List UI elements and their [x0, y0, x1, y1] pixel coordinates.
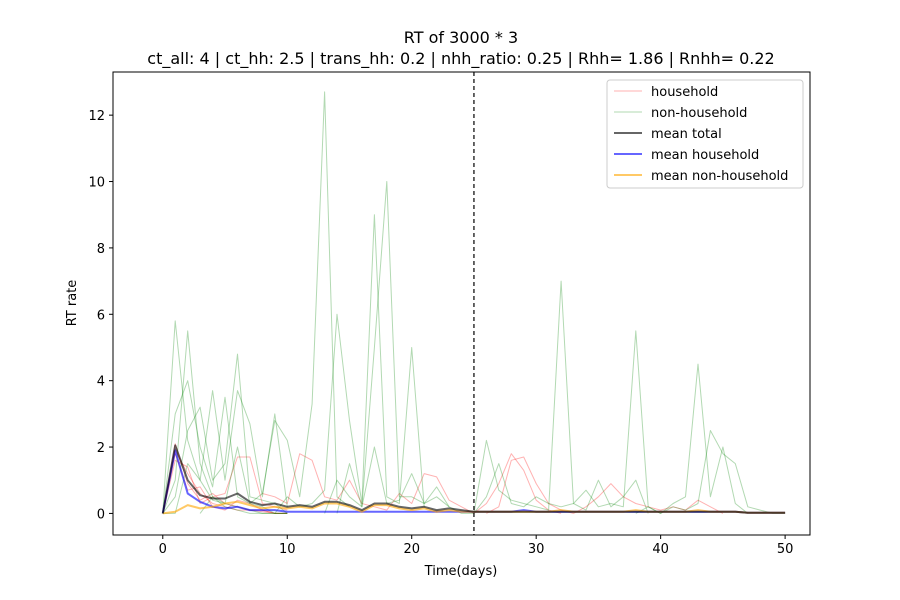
- non-household-series-line: [635, 363, 749, 514]
- non-household-series-line: [162, 353, 288, 514]
- x-tick-label: 40: [652, 542, 669, 557]
- x-tick-label: 20: [403, 542, 420, 557]
- non-household-series-line: [660, 430, 786, 514]
- legend: household non-household mean total mean hou…: [606, 79, 804, 189]
- x-tick-label: 10: [279, 542, 296, 557]
- x-tick-label: 30: [528, 542, 545, 557]
- non-household-series-line: [324, 181, 450, 514]
- plot-area: [161, 72, 786, 535]
- legend-label: non-household: [651, 106, 747, 121]
- non-household-series-line: [461, 280, 661, 514]
- household-series-line: [473, 453, 562, 514]
- legend-label: mean total: [651, 127, 722, 142]
- chart-subtitle: ct_all: 4 | ct_hh: 2.5 | trans_hh: 0.2 |…: [147, 49, 774, 69]
- x-axis-label: Time(days): [424, 564, 498, 579]
- legend-label: household: [651, 85, 718, 100]
- y-tick-label: 4: [97, 375, 105, 390]
- non-household-series-line: [162, 380, 288, 514]
- non-household-series-line: [162, 330, 288, 514]
- y-axis-label: RT rate: [65, 280, 80, 327]
- x-tick-label: 50: [777, 542, 794, 557]
- y-tick-label: 10: [88, 176, 105, 191]
- legend-label: mean non-household: [651, 169, 788, 184]
- non-household-series-line: [162, 320, 288, 514]
- y-tick-label: 8: [97, 242, 105, 257]
- non-household-series-line: [473, 463, 649, 514]
- axes: 0 10 20 30 40 50 0 2 4 6 8 10 12: [88, 71, 811, 557]
- non-household-series-line: [274, 214, 425, 514]
- y-tick-label: 0: [97, 507, 105, 522]
- y-tick-label: 2: [97, 441, 105, 456]
- mean-total-line: [161, 444, 786, 514]
- x-tick-label: 0: [159, 542, 167, 557]
- household-series-line: [486, 456, 574, 514]
- series-group: [161, 91, 786, 515]
- household-series-line: [573, 483, 724, 514]
- axes-frame: [112, 71, 811, 536]
- legend-label: mean household: [651, 148, 759, 163]
- legend-box: [606, 79, 804, 189]
- chart-title: RT of 3000 * 3: [404, 28, 518, 47]
- non-household-series-line: [336, 446, 462, 514]
- y-tick-label: 6: [97, 308, 105, 323]
- household-series-line: [262, 453, 475, 514]
- y-tick-label: 12: [88, 109, 105, 124]
